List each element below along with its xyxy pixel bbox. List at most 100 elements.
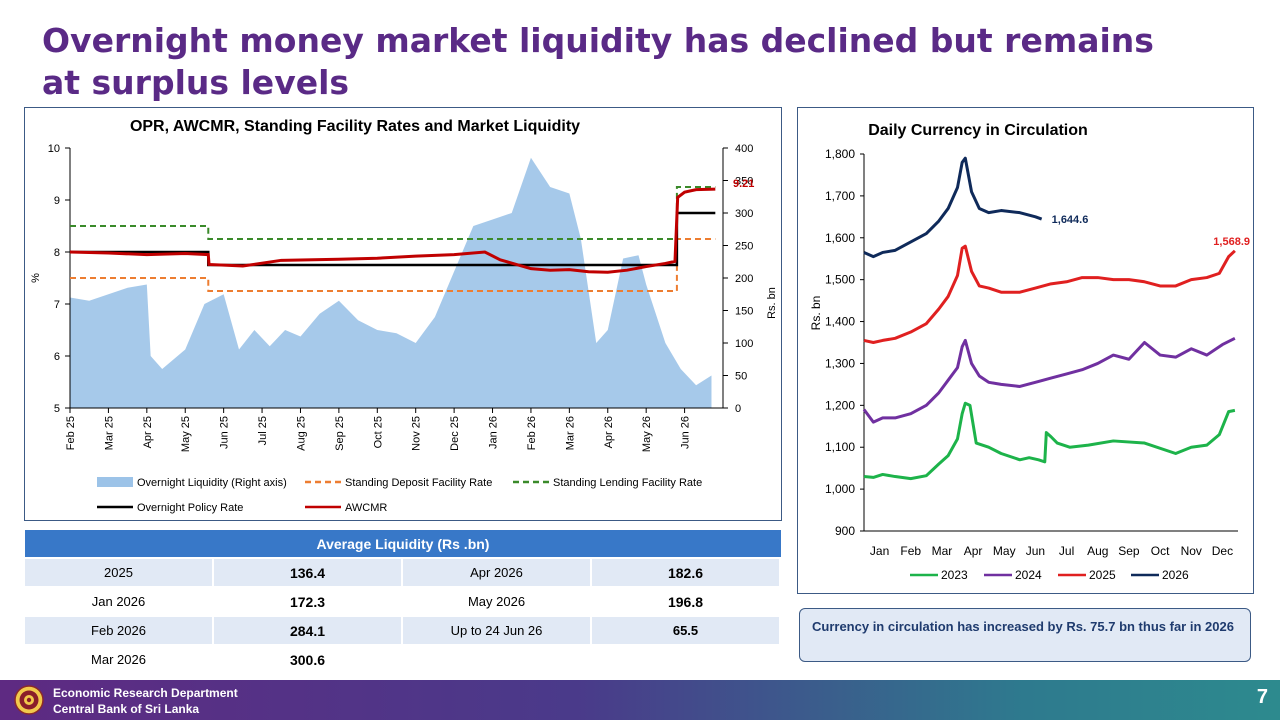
y-tick-label: 1,400 (825, 315, 855, 329)
x-tick-label: Jun (1026, 544, 1045, 558)
y-tick-label: 1,500 (825, 273, 855, 287)
x-tick-label: Apr 26 (603, 416, 615, 448)
y-axis-label: Rs. bn (809, 296, 823, 331)
series-line-2024 (862, 336, 1236, 424)
sdfr-line (70, 238, 716, 292)
footer-text: Economic Research Department Central Ban… (53, 685, 238, 717)
currency-chart-panel: Daily Currency in Circulation 900 1,000 1,… (797, 107, 1254, 594)
table-cell: Feb 2026 (25, 617, 214, 644)
x-tick-label: Nov 25 (411, 416, 423, 451)
opr-line (70, 211, 716, 267)
table-header: Average Liquidity (Rs .bn) (25, 530, 781, 557)
table-cell: Apr 2026 (403, 559, 592, 586)
label-2026-latest: 1,644.6 (1052, 214, 1089, 226)
table-row: 2025 136.4 Apr 2026 182.6 (25, 559, 781, 586)
legend-swatch (97, 477, 133, 487)
y-tick-label: 1,600 (825, 231, 855, 245)
table-cell (403, 646, 592, 673)
table-cell (592, 646, 781, 673)
legend-label: 2024 (1015, 568, 1042, 582)
average-liquidity-table: Average Liquidity (Rs .bn) 2025 136.4 Ap… (25, 528, 781, 675)
x-tick-label: Apr 25 (142, 416, 154, 448)
y2-tick-label: 250 (735, 241, 753, 253)
x-tick-label: Feb (900, 544, 921, 558)
slfr-line (70, 186, 716, 240)
x-tick-label: Sep 25 (334, 416, 346, 451)
x-tick-label: May 25 (180, 416, 192, 452)
x-tick-label: Jan (870, 544, 889, 558)
x-tick-label: Oct (1151, 544, 1170, 558)
legend-label: AWCMR (345, 502, 387, 514)
table-cell: Up to 24 Jun 26 (403, 617, 592, 644)
x-tick-label: Jun 26 (680, 416, 692, 449)
y-tick-label: 900 (835, 524, 855, 538)
table-cell: 284.1 (214, 617, 403, 644)
y-tick-label: 1,300 (825, 356, 855, 370)
x-tick-label: Mar 25 (103, 416, 115, 450)
x-tick-label: Jun 25 (219, 416, 231, 449)
legend-label: 2025 (1089, 568, 1116, 582)
table-cell: 136.4 (214, 559, 403, 586)
table-cell: May 2026 (403, 588, 592, 615)
footer-bar: Economic Research Department Central Ban… (0, 680, 1280, 720)
legend-label: 2026 (1162, 568, 1189, 582)
x-tick-label: Mar 26 (564, 416, 576, 450)
x-tick-label: Nov (1181, 544, 1202, 558)
y2-tick-label: 150 (735, 306, 753, 318)
x-tick-label: Sep (1118, 544, 1140, 558)
x-tick-label: Jul 25 (257, 416, 269, 445)
y-tick-label: 1,000 (825, 482, 855, 496)
x-tick-label: Jul (1059, 544, 1074, 558)
y-tick-label: 1,800 (825, 147, 855, 161)
y-axis-label: % (30, 273, 42, 283)
y-tick-label: 6 (54, 351, 60, 363)
table-row: Feb 2026 284.1 Up to 24 Jun 26 65.5 (25, 617, 781, 644)
table-cell: 182.6 (592, 559, 781, 586)
y2-tick-label: 100 (735, 338, 753, 350)
y-tick-label: 1,700 (825, 189, 855, 203)
legend-label: Overnight Policy Rate (137, 502, 243, 514)
y-tick-label: 10 (48, 143, 60, 155)
chart-title: OPR, AWCMR, Standing Facility Rates and … (129, 118, 581, 135)
y-tick-label: 1,100 (825, 440, 855, 454)
table-cell: 300.6 (214, 646, 403, 673)
x-tick-label: Dec 25 (449, 416, 461, 451)
series-line-2025 (863, 244, 1236, 344)
slide-title: Overnight money market liquidity has dec… (42, 21, 1154, 102)
liquidity-chart-panel: OPR, AWCMR, Standing Facility Rates and … (24, 107, 782, 521)
legend-label: Overnight Liquidity (Right axis) (137, 477, 287, 489)
y2-tick-label: 350 (735, 176, 753, 188)
label-2025-latest: 1,568.9 (1213, 236, 1250, 248)
x-tick-label: Apr (964, 544, 983, 558)
legend-label: 2023 (941, 568, 968, 582)
awcmr-line (69, 187, 716, 274)
x-tick-label: Dec (1212, 544, 1233, 558)
series-line-2026 (863, 156, 1043, 259)
table-row: Jan 2026 172.3 May 2026 196.8 (25, 588, 781, 615)
y-tick-label: 1,200 (825, 398, 855, 412)
y-tick-label: 5 (54, 403, 60, 415)
x-tick-label: Aug (1087, 544, 1108, 558)
x-tick-label: Aug 25 (295, 416, 307, 451)
y-tick-label: 8 (54, 247, 60, 259)
note-box: Currency in circulation has increased by… (799, 608, 1251, 662)
chart-title: Daily Currency in Circulation (868, 122, 1088, 139)
x-tick-label: Oct 25 (372, 416, 384, 448)
department-name: Economic Research Department (53, 686, 238, 700)
y2-tick-label: 300 (735, 208, 753, 220)
bank-name: Central Bank of Sri Lanka (53, 702, 200, 716)
legend-label: Standing Deposit Facility Rate (345, 477, 492, 489)
y-tick-label: 9 (54, 195, 60, 207)
table-cell: 172.3 (214, 588, 403, 615)
x-tick-label: Mar (932, 544, 953, 558)
page-number: 7 (1256, 686, 1268, 708)
table-cell: Mar 2026 (25, 646, 214, 673)
y2-tick-label: 200 (735, 273, 753, 285)
table-cell: 2025 (25, 559, 214, 586)
x-tick-label: May (993, 544, 1016, 558)
table-row: Mar 2026 300.6 (25, 646, 781, 673)
x-tick-label: Feb 26 (526, 416, 538, 450)
x-tick-label: Jan 26 (488, 416, 500, 449)
table-cell: 196.8 (592, 588, 781, 615)
